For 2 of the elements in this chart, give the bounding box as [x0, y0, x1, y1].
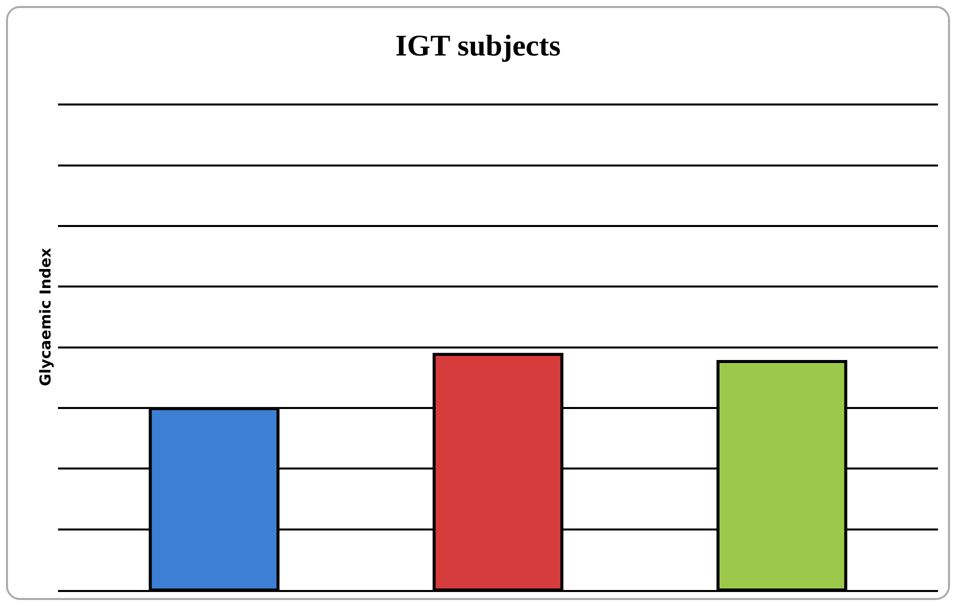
chart-title: IGT subjects — [395, 30, 561, 63]
y-axis-title: Glycaemic Index — [36, 248, 54, 386]
